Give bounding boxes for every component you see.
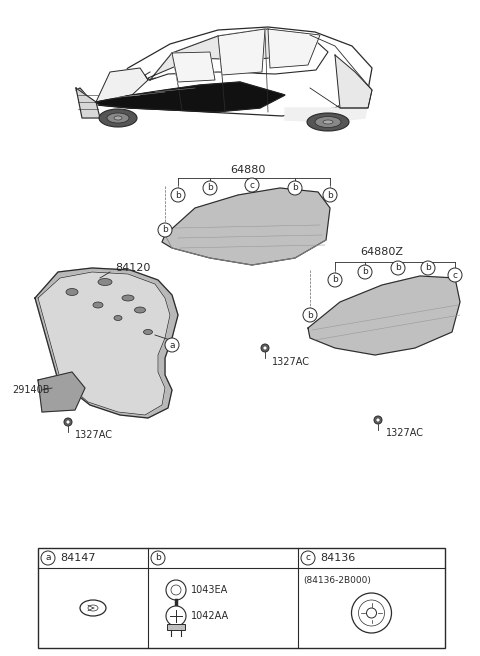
Ellipse shape: [122, 295, 134, 301]
Polygon shape: [268, 29, 320, 68]
Bar: [167, 624, 185, 630]
Text: b: b: [292, 184, 298, 192]
Polygon shape: [218, 29, 265, 75]
Circle shape: [351, 593, 392, 633]
Ellipse shape: [99, 109, 137, 127]
Polygon shape: [38, 272, 170, 415]
Polygon shape: [76, 27, 372, 116]
Text: b: b: [362, 268, 368, 276]
Polygon shape: [96, 82, 285, 112]
Ellipse shape: [323, 120, 333, 124]
Polygon shape: [35, 268, 178, 418]
Text: a: a: [45, 554, 51, 562]
Ellipse shape: [107, 113, 129, 123]
Text: 84120: 84120: [115, 263, 150, 273]
Circle shape: [374, 416, 382, 424]
Polygon shape: [96, 68, 148, 102]
Text: b: b: [155, 554, 161, 562]
Text: 1327AC: 1327AC: [386, 428, 424, 438]
Circle shape: [41, 551, 55, 565]
Circle shape: [328, 273, 342, 287]
Bar: [38, 548, 445, 648]
Circle shape: [151, 551, 165, 565]
Circle shape: [245, 178, 259, 192]
Ellipse shape: [114, 316, 122, 321]
Circle shape: [391, 261, 405, 275]
Ellipse shape: [315, 117, 341, 127]
Circle shape: [171, 188, 185, 202]
Text: 29140B: 29140B: [12, 385, 49, 395]
Circle shape: [203, 181, 217, 195]
Polygon shape: [162, 188, 330, 265]
Ellipse shape: [307, 113, 349, 131]
Circle shape: [166, 606, 186, 626]
Text: a: a: [169, 340, 175, 350]
Text: c: c: [305, 554, 311, 562]
Text: b: b: [307, 310, 313, 319]
Text: 1042AA: 1042AA: [191, 611, 229, 621]
Polygon shape: [148, 29, 315, 80]
Text: b: b: [395, 264, 401, 272]
Circle shape: [323, 188, 337, 202]
Text: b: b: [425, 264, 431, 272]
Ellipse shape: [114, 116, 122, 120]
Circle shape: [448, 268, 462, 282]
Text: (84136-2B000): (84136-2B000): [303, 575, 371, 584]
Text: 1327AC: 1327AC: [75, 430, 113, 440]
Text: b: b: [207, 184, 213, 192]
Text: 1327AC: 1327AC: [272, 357, 310, 367]
Circle shape: [263, 346, 267, 350]
Text: 84147: 84147: [60, 553, 96, 563]
Polygon shape: [38, 372, 85, 412]
Ellipse shape: [144, 329, 153, 335]
Polygon shape: [308, 276, 460, 355]
Text: b: b: [162, 226, 168, 234]
Circle shape: [303, 308, 317, 322]
Text: c: c: [453, 270, 457, 279]
Ellipse shape: [98, 279, 112, 285]
Circle shape: [301, 551, 315, 565]
Polygon shape: [285, 100, 368, 122]
Text: 64880Z: 64880Z: [360, 247, 404, 257]
Circle shape: [165, 338, 179, 352]
Circle shape: [158, 223, 172, 237]
Text: b: b: [332, 276, 338, 285]
Ellipse shape: [93, 302, 103, 308]
Circle shape: [64, 418, 72, 426]
Text: b: b: [175, 190, 181, 199]
Polygon shape: [150, 29, 328, 80]
Circle shape: [66, 420, 70, 424]
Polygon shape: [172, 52, 215, 82]
Circle shape: [358, 265, 372, 279]
Circle shape: [261, 344, 269, 352]
Circle shape: [421, 261, 435, 275]
Text: c: c: [250, 180, 254, 190]
Ellipse shape: [66, 289, 78, 295]
Text: 1043EA: 1043EA: [191, 585, 228, 595]
Circle shape: [376, 418, 380, 422]
Text: 64880: 64880: [230, 165, 266, 175]
Text: 84136: 84136: [320, 553, 355, 563]
Polygon shape: [76, 88, 100, 118]
Polygon shape: [335, 55, 372, 108]
Circle shape: [166, 580, 186, 600]
Ellipse shape: [80, 600, 106, 616]
Text: b: b: [327, 190, 333, 199]
Ellipse shape: [134, 307, 145, 313]
Circle shape: [288, 181, 302, 195]
